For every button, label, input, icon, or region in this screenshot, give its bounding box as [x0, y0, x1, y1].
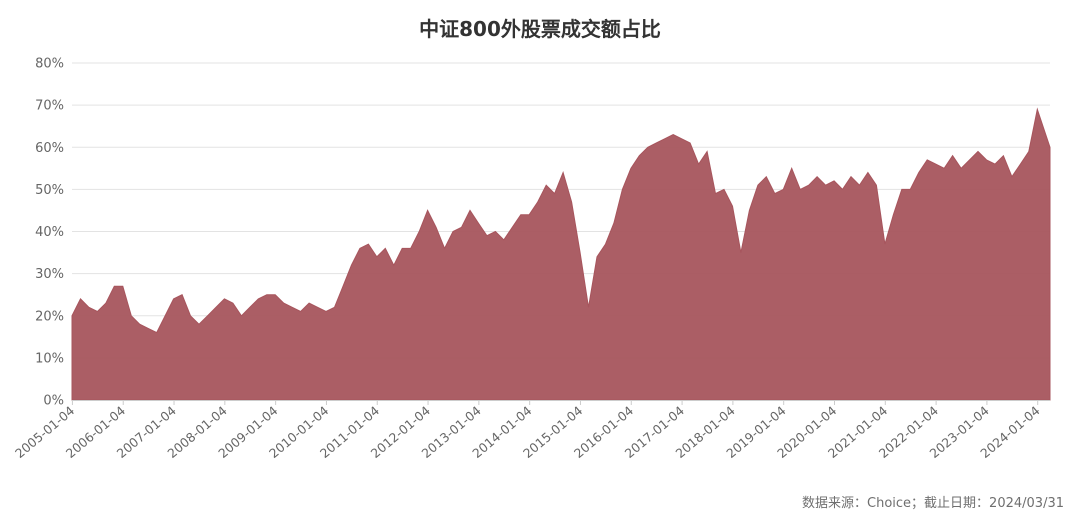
y-tick-label: 70% [35, 99, 64, 114]
y-tick-label: 60% [35, 141, 64, 156]
y-tick-label: 10% [35, 351, 64, 366]
source-note: 数据来源：Choice；截止日期：2024/03/31 [802, 496, 1064, 511]
y-tick-label: 40% [35, 225, 64, 240]
area-fill [71, 107, 1051, 401]
y-tick-label: 20% [35, 309, 64, 324]
chart-title: 中证800外股票成交额占比 [419, 17, 661, 41]
y-tick-label: 80% [35, 57, 64, 72]
y-axis: 0% 10% 20% 30% 40% 50% 60% 70% 80% [35, 57, 64, 409]
x-axis: 2005-01-042006-01-042007-01-042008-01-04… [12, 400, 1050, 461]
area-series [71, 107, 1051, 401]
y-tick-label: 0% [43, 394, 64, 409]
y-tick-label: 30% [35, 267, 64, 282]
y-tick-label: 50% [35, 183, 64, 198]
